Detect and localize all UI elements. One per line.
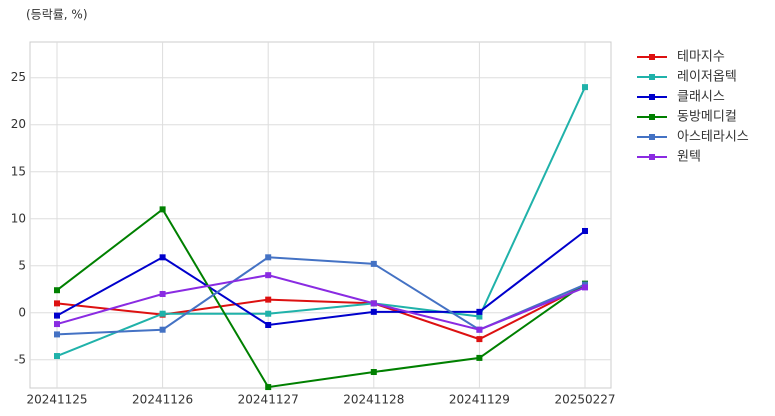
legend-label: 클래시스 — [677, 90, 725, 105]
marker — [265, 310, 272, 317]
x-tick-label: 20241127 — [238, 393, 299, 407]
marker — [54, 353, 60, 360]
legend-marker — [649, 154, 655, 160]
legend-label: 동방메디컬 — [677, 110, 737, 125]
marker — [159, 326, 166, 333]
marker — [265, 322, 272, 329]
legend-label: 원텍 — [677, 150, 701, 165]
legend-marker — [649, 94, 655, 100]
marker — [582, 284, 588, 291]
marker — [476, 354, 483, 361]
marker — [54, 321, 60, 328]
marker — [265, 384, 272, 391]
y-tick-label: 25 — [11, 70, 26, 84]
x-tick-label: 20241126 — [132, 393, 193, 407]
legend-marker — [649, 134, 655, 140]
y-tick-label: 10 — [11, 211, 26, 225]
marker — [159, 206, 166, 213]
marker — [370, 260, 377, 267]
series-line — [56, 274, 586, 331]
marker — [265, 254, 272, 261]
marker — [476, 336, 483, 343]
marker — [370, 369, 377, 376]
x-tick-label: 20241125 — [26, 393, 87, 407]
legend-marker — [649, 54, 655, 60]
y-tick-label: 5 — [18, 258, 26, 272]
x-tick-label: 20241128 — [343, 393, 404, 407]
y-tick-label: 0 — [18, 305, 26, 319]
y-tick-label: 20 — [11, 117, 26, 131]
marker — [54, 331, 60, 338]
series-line — [56, 230, 586, 327]
marker — [370, 300, 377, 307]
marker — [476, 326, 483, 333]
legend-marker — [649, 114, 655, 120]
legend-label: 아스테라시스 — [677, 130, 749, 145]
y-axis-label: (등락률, %) — [26, 8, 88, 22]
marker — [265, 296, 272, 303]
marker — [159, 310, 166, 317]
marker — [370, 308, 377, 315]
series-line — [56, 207, 586, 389]
marker — [54, 312, 60, 319]
y-tick-label: 15 — [11, 164, 26, 178]
legend-marker — [649, 74, 655, 80]
legend-label: 레이저옵텍 — [677, 70, 737, 85]
marker — [582, 227, 588, 234]
marker — [159, 290, 166, 297]
legend-label: 테마지수 — [677, 50, 725, 65]
marker — [54, 300, 60, 307]
y-tick-label: -5 — [14, 352, 26, 366]
series-line — [56, 86, 586, 357]
plot-frame — [29, 41, 612, 389]
x-tick-label: 20241129 — [449, 393, 510, 407]
marker — [476, 308, 483, 315]
marker — [265, 272, 272, 279]
series-line — [56, 284, 586, 341]
marker — [476, 313, 483, 320]
marker — [582, 84, 588, 91]
series-line — [56, 256, 586, 336]
marker — [159, 254, 166, 261]
x-tick-label: 20250227 — [554, 393, 615, 407]
marker — [54, 287, 60, 294]
